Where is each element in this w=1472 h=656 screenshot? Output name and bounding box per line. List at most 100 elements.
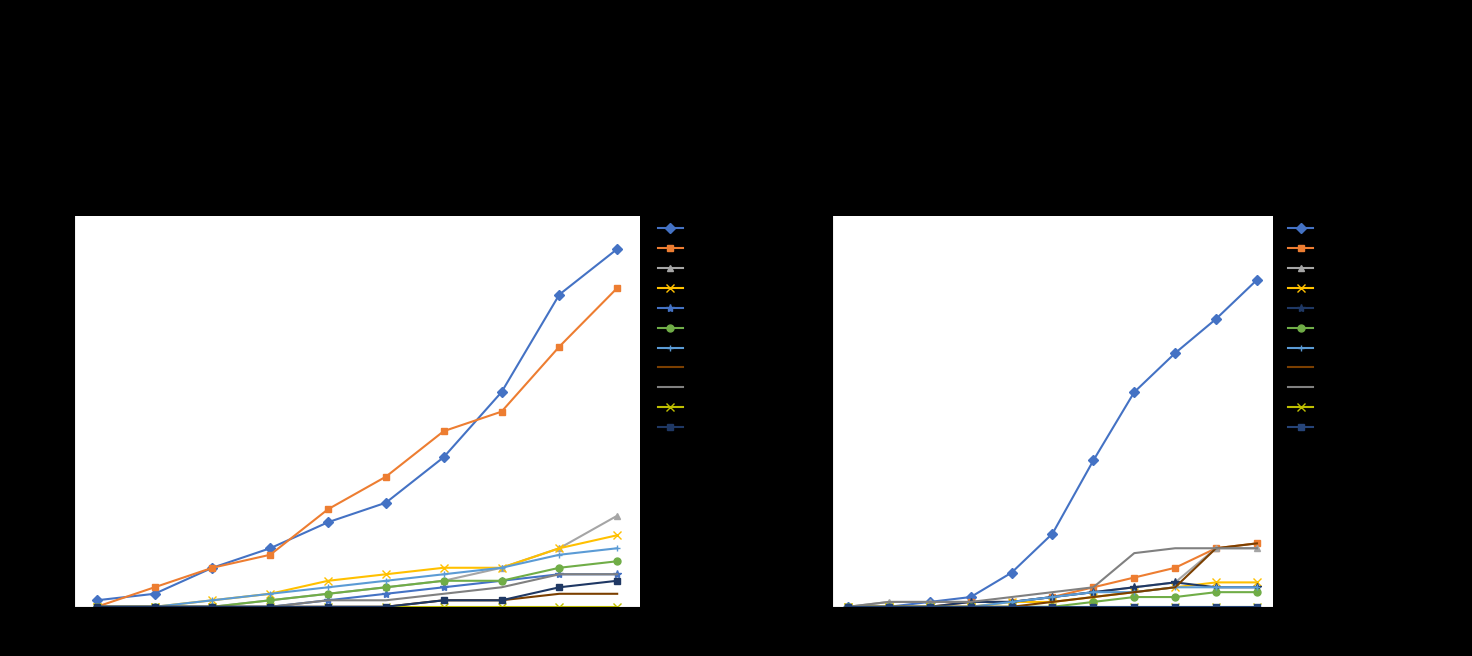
- Germany: [921, 603, 939, 611]
- Germany: [551, 544, 568, 552]
- UK: [961, 598, 979, 606]
- France: [319, 583, 337, 591]
- Netherlands: [1166, 583, 1183, 591]
- Spain: [319, 596, 337, 604]
- France: [921, 603, 939, 611]
- US: [1126, 388, 1144, 396]
- France: [608, 544, 626, 552]
- Line: Germany: Germany: [843, 578, 1262, 611]
- France: [1166, 583, 1183, 591]
- Line: US: US: [93, 245, 621, 604]
- Germany: [1126, 588, 1144, 596]
- UK: [1166, 564, 1183, 571]
- Finland: [319, 603, 337, 611]
- Denmark: [551, 564, 568, 571]
- UK: [1002, 598, 1020, 606]
- UK: [551, 342, 568, 350]
- US: [1085, 457, 1103, 464]
- Sweden: [961, 598, 979, 606]
- Switzerland: [319, 577, 337, 584]
- Switzerland: [262, 590, 280, 598]
- US: [880, 603, 898, 611]
- US: [608, 245, 626, 253]
- Sweden: [880, 598, 898, 606]
- Line: Sweden: Sweden: [93, 577, 621, 610]
- Finland: [608, 603, 626, 611]
- Germany: [434, 577, 452, 584]
- Italy: [319, 603, 337, 611]
- Finland: [493, 603, 511, 611]
- Line: UK: UK: [93, 285, 621, 610]
- Line: Spain: Spain: [93, 570, 621, 611]
- Spain: [146, 603, 163, 611]
- UK: [1044, 593, 1061, 601]
- Ireland: [1207, 603, 1225, 611]
- Ireland: [961, 603, 979, 611]
- Denmark: [146, 603, 163, 611]
- Spain: [608, 570, 626, 578]
- Ireland: [839, 603, 857, 611]
- Germany: [1044, 598, 1061, 606]
- UK: [377, 473, 394, 481]
- US: [1044, 529, 1061, 537]
- US: [434, 453, 452, 461]
- France: [1002, 598, 1020, 606]
- Denmark: [1044, 603, 1061, 611]
- Germany: [88, 603, 106, 611]
- Line: Denmark: Denmark: [93, 558, 621, 610]
- Switzerland: [1166, 579, 1183, 586]
- Germany: [1085, 593, 1103, 601]
- UK: [319, 505, 337, 513]
- Spain: [1126, 593, 1144, 601]
- Sweden: [608, 577, 626, 584]
- Germany: [1248, 579, 1266, 586]
- France: [262, 590, 280, 598]
- Switzerland: [146, 603, 163, 611]
- Line: Netherlands: Netherlands: [97, 574, 617, 607]
- Germany: [203, 603, 221, 611]
- Netherlands: [1085, 593, 1103, 601]
- Sweden: [146, 603, 163, 611]
- Italy: [434, 596, 452, 604]
- US: [551, 291, 568, 298]
- Sweden: [319, 603, 337, 611]
- Spain: [493, 577, 511, 584]
- Netherlands: [493, 583, 511, 591]
- US: [262, 544, 280, 552]
- UK: [1085, 583, 1103, 591]
- US: [146, 590, 163, 598]
- Germany: [1166, 583, 1183, 591]
- Netherlands: [434, 590, 452, 598]
- Sweden: [1044, 588, 1061, 596]
- Sweden: [434, 596, 452, 604]
- Finland: [203, 603, 221, 611]
- UK: [434, 427, 452, 435]
- France: [1085, 588, 1103, 596]
- Switzerland: [1248, 583, 1266, 591]
- Finland: [146, 603, 163, 611]
- Netherlands: [319, 596, 337, 604]
- Denmark: [1085, 603, 1103, 611]
- Germany: [839, 603, 857, 611]
- Denmark: [1207, 603, 1225, 611]
- Switzerland: [434, 564, 452, 571]
- Spain: [839, 603, 857, 611]
- Switzerland: [1126, 583, 1144, 591]
- Line: Italy: Italy: [97, 594, 617, 607]
- Finland: [88, 603, 106, 611]
- Italy: [203, 603, 221, 611]
- Denmark: [1002, 603, 1020, 611]
- Sweden: [839, 603, 857, 611]
- Italy: [146, 603, 163, 611]
- France: [961, 603, 979, 611]
- Germany: [377, 583, 394, 591]
- Switzerland: [203, 596, 221, 604]
- US: [1002, 569, 1020, 577]
- Spain: [1002, 603, 1020, 611]
- UK: [146, 583, 163, 591]
- US: [1248, 276, 1266, 284]
- Netherlands: [961, 603, 979, 611]
- Italy: [377, 603, 394, 611]
- Switzerland: [551, 544, 568, 552]
- Line: Spain: Spain: [845, 588, 1260, 610]
